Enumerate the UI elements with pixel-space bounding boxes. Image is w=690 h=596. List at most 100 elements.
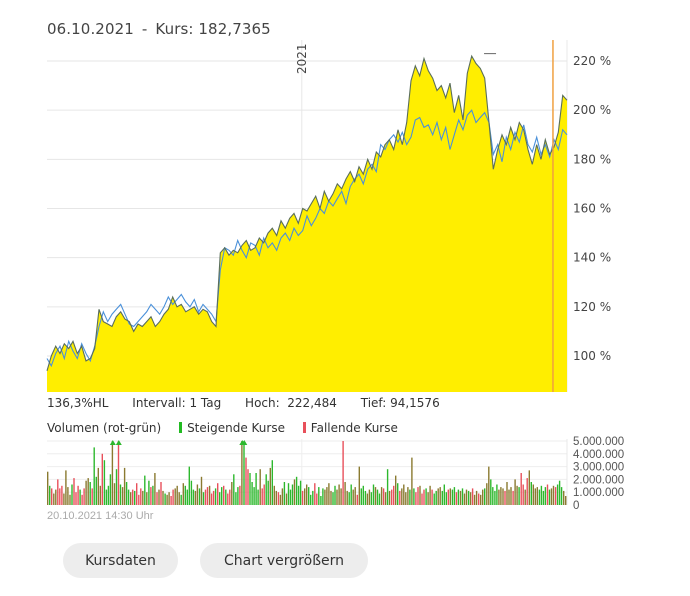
volume-bar [478, 493, 480, 505]
volume-bar [227, 493, 229, 505]
volume-bar [417, 487, 419, 505]
legend-down-swatch [302, 422, 306, 433]
volume-bar [59, 488, 61, 505]
volume-bar [178, 492, 180, 505]
volume-axis-label: 4.000.000 [573, 449, 624, 461]
volume-bar [312, 490, 314, 505]
volume-bar [447, 489, 449, 505]
volume-bar [130, 492, 132, 505]
volume-bar [273, 485, 275, 505]
volume-bar [192, 489, 195, 505]
volume-bar [508, 489, 510, 505]
volume-bar [382, 488, 385, 505]
volume-bar [75, 492, 77, 505]
timestamp: 20.10.2021 14:30 Uhr [47, 510, 154, 522]
volume-bar [455, 492, 458, 505]
y-axis-label: 120 % [573, 300, 611, 314]
volume-bar [186, 489, 188, 505]
volume-bar [368, 489, 371, 505]
price-area [47, 56, 567, 392]
volume-bar [494, 490, 496, 505]
volume-bar [530, 482, 532, 505]
volume-bar [233, 474, 235, 505]
volume-bar [482, 489, 484, 505]
volume-bar [524, 489, 526, 505]
volume-bar [148, 480, 150, 505]
volume-bar [423, 489, 425, 505]
volume-bar [249, 473, 251, 505]
volume-bar [407, 487, 409, 505]
volume-bar [117, 441, 120, 505]
volume-bar [506, 482, 508, 505]
volume-bar [376, 489, 379, 505]
volume-axis-label: 2.000.000 [573, 474, 624, 486]
volume-bar [267, 480, 269, 505]
volume-bar [219, 492, 221, 505]
volume-bar [287, 483, 290, 505]
volume-bar [247, 469, 249, 505]
volume-bar [105, 489, 108, 505]
volume-bar [330, 490, 332, 505]
volume-bar [409, 489, 411, 505]
volume-bar [449, 488, 451, 505]
volume-bar [132, 489, 134, 505]
volume-bar [471, 488, 474, 505]
volume-bar [328, 483, 330, 505]
volume-bar [243, 441, 245, 505]
volume-bar [101, 453, 103, 505]
volume-bar [558, 480, 561, 505]
volume-bar [421, 493, 423, 505]
volume-bar [316, 493, 318, 505]
volume-bar [356, 494, 358, 505]
volume-bar [504, 490, 506, 505]
volume-bar [522, 484, 524, 505]
volume-bar [380, 487, 383, 505]
volume-bar [123, 467, 126, 505]
volume-bar [182, 483, 184, 505]
kursdaten-button[interactable]: Kursdaten [63, 543, 178, 578]
volume-bar [467, 490, 470, 505]
volume-bar [63, 493, 65, 505]
volume-bar [253, 487, 255, 505]
year-label: 2021 [295, 43, 309, 74]
volume-bar [55, 489, 57, 505]
volume-bar [488, 466, 490, 505]
volume-bar [469, 492, 472, 505]
volume-bar [160, 482, 162, 505]
volume-bar [405, 492, 407, 505]
volume-bar [560, 487, 563, 505]
volume-bar [516, 485, 518, 505]
volume-bar [299, 480, 302, 505]
volume-bar [526, 478, 528, 505]
volume-bar [127, 489, 130, 505]
volume-bar [528, 470, 530, 505]
volume-bar [435, 490, 437, 505]
volume-bar [255, 473, 257, 505]
legend-steigende: Steigende Kurse [187, 421, 285, 435]
volume-bar [257, 489, 259, 505]
volume-bar [308, 487, 310, 505]
volume-bar [271, 460, 273, 505]
header-separator: - [141, 20, 148, 38]
volume-bar [212, 490, 215, 505]
volume-bar [180, 494, 182, 505]
volume-bar [314, 483, 316, 505]
volume-bar [318, 487, 320, 505]
volume-axis-label: 5.000.000 [573, 436, 624, 448]
volume-bar [403, 484, 405, 505]
chart-header: 06.10.2021- Kurs: 182,7365 [47, 20, 271, 38]
volume-bar [51, 488, 53, 505]
volume-bar [486, 483, 488, 505]
volume-bar [514, 479, 516, 505]
volume-bar [344, 482, 346, 505]
chart-vergroessern-button[interactable]: Chart vergrößern [200, 543, 368, 578]
volume-bar [437, 488, 439, 505]
volume-bar [536, 487, 538, 505]
volume-bar [297, 485, 300, 505]
volume-bar [346, 490, 348, 505]
volume-bar [510, 487, 512, 505]
volume-overflow-arrow-icon [241, 440, 248, 445]
volume-bar [115, 469, 118, 505]
volume-bar [538, 489, 541, 505]
